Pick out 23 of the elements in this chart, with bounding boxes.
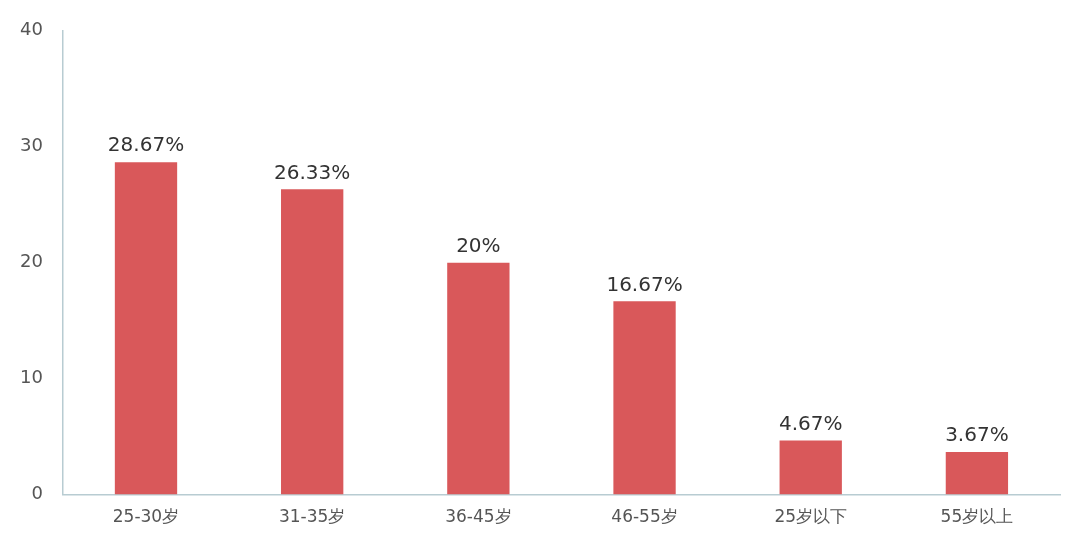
x-tick-label: 25岁以下 [774, 506, 848, 527]
bar [447, 262, 510, 495]
data-label: 26.33% [274, 159, 351, 184]
x-tick-label: 36-45岁 [445, 506, 512, 527]
bar [114, 162, 178, 495]
data-label: 28.67% [107, 132, 185, 157]
y-tick-label: 40 [20, 18, 43, 40]
y-tick-label: 0 [31, 482, 43, 504]
bar [281, 189, 344, 495]
x-tick-label: 31-35岁 [278, 506, 346, 527]
x-tick-label: 55岁以上 [940, 506, 1014, 527]
bar [779, 440, 842, 495]
data-label: 16.67% [606, 271, 683, 296]
y-tick-label: 10 [20, 366, 43, 388]
bar [945, 452, 1009, 495]
y-tick-label: 20 [20, 250, 43, 272]
data-label: 3.67% [945, 422, 1009, 447]
data-label: 4.67% [778, 410, 843, 435]
data-label: 20% [456, 232, 501, 257]
x-tick-label: 25-30岁 [112, 506, 180, 527]
y-tick-label: 30 [20, 134, 43, 156]
bar [613, 301, 676, 495]
x-tick-label: 46-55岁 [611, 506, 678, 527]
